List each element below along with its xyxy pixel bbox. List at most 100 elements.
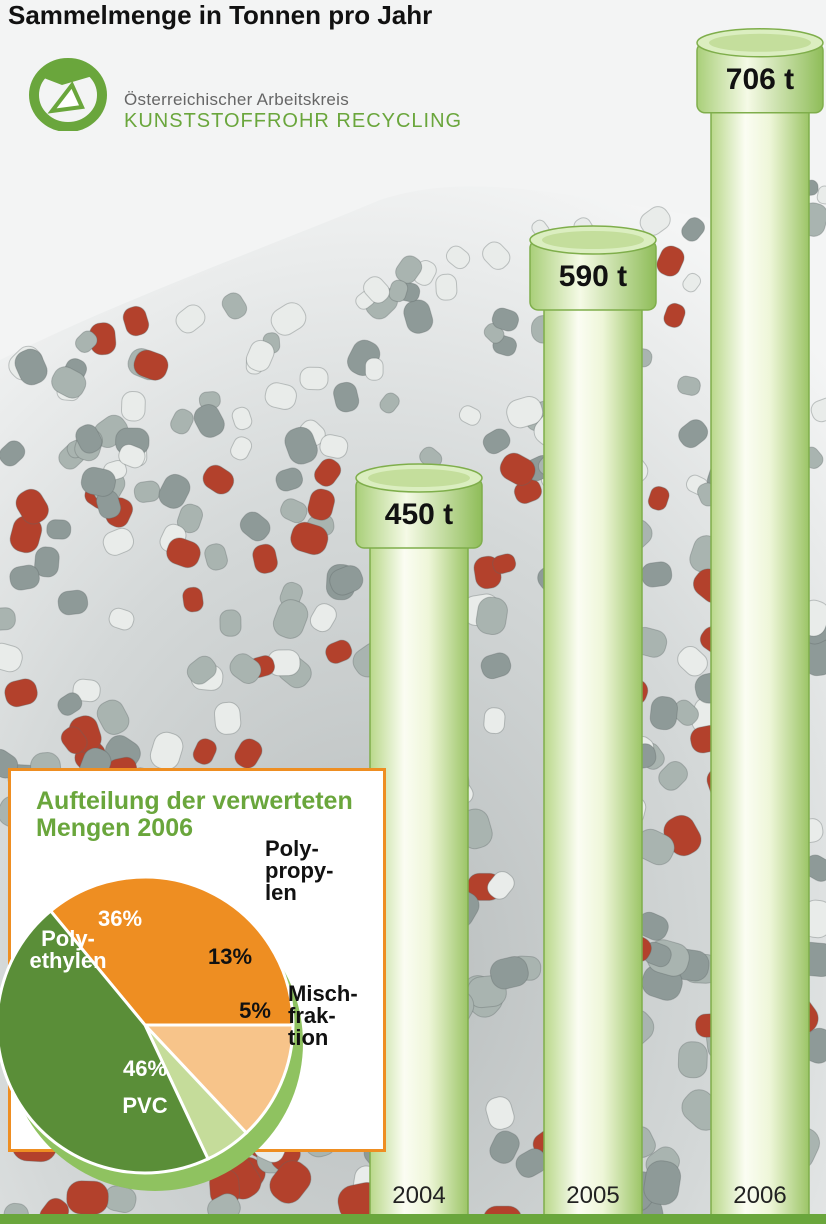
pellet [15,488,49,525]
pellet [325,639,353,664]
pellet [272,599,309,639]
pellet [649,696,679,731]
pie-slice-percent: 5% [239,998,271,1023]
pellet [299,366,329,391]
pellet [170,408,194,435]
pie-slice-label-line: propy- [265,858,334,883]
bar-2006 [710,52,810,1219]
pellet [245,339,275,372]
pellet [309,603,337,633]
pellet [122,305,150,337]
pie-slice-label: Poly-ethylen [28,928,108,972]
pellet [483,707,506,735]
pie-chart-title: Aufteilung der verwerteten Mengen 2006 [36,787,353,842]
pellet [229,653,262,684]
pellet [252,543,278,574]
pellet [647,485,670,511]
pellet [51,366,87,399]
pellet [363,276,390,304]
bar-category-label: 2005 [566,1182,620,1209]
pellet [269,1160,312,1204]
pellet [435,273,458,301]
pellet [682,272,702,293]
pellet [72,678,101,703]
pie-slice [0,908,211,1175]
logo-name: KUNSTSTOFFROHR RECYCLING [124,110,463,132]
pellet [681,217,706,242]
pellet [182,586,204,613]
pellet [388,279,409,303]
pellet [0,607,16,631]
bar-rim-inner [368,469,470,487]
bar-chart-tubes [355,28,824,1219]
pie-slice-label-line: Poly- [265,836,319,861]
page-title: Sammelmenge in Tonnen pro Jahr [8,0,433,30]
pellet [133,480,161,503]
bar-2005 [543,249,643,1219]
pellet [118,443,146,469]
pellet [482,428,511,455]
bar-value-label: 450 t [384,498,454,531]
pellet [489,1130,520,1164]
pellet [656,245,685,277]
pellet [499,452,536,486]
pellet [364,357,384,381]
pellet [329,565,364,596]
pellet [275,467,304,492]
pellet [491,307,520,332]
pellet [230,436,253,461]
pellet [677,1041,708,1079]
pellet [307,488,336,521]
pellet [0,642,23,673]
pellet [280,498,308,524]
bar-category-label: 2006 [733,1182,787,1209]
pellet [319,434,349,459]
pie-slice [141,1023,295,1136]
pellet [221,292,248,320]
pellet [75,330,98,353]
pellet [96,699,130,736]
pie-slice-label-line: tion [288,1025,329,1050]
pellet [270,302,307,336]
bar-2004 [369,487,469,1219]
pellet [57,692,83,716]
pellet [108,607,135,631]
pie-slice-label-line: ethylen [29,948,107,973]
bar-value-label: 590 t [558,260,628,293]
pellet [75,424,103,454]
pie-slice-label-line: len [265,880,297,905]
pellet [186,655,217,685]
pellet [485,1096,515,1130]
pellet [639,206,671,236]
pellet [231,406,253,431]
pellet [458,405,482,426]
pellet [290,521,329,556]
pellet [213,701,242,735]
pellet [678,419,709,449]
pie-slice [48,875,295,1027]
pie-slice-label-line: Poly- [41,926,95,951]
pellet [175,304,206,334]
pellet [239,511,271,542]
pie-slice-percent: 46% [122,1056,168,1081]
pellet [284,426,318,465]
pellet [57,589,89,616]
logo-subtitle: Österreichischer Arbeitskreis [124,90,350,109]
pellet [158,473,191,509]
pellet [133,349,169,381]
pellet [489,956,529,990]
pellet [264,382,297,410]
pellet [234,738,263,769]
pellet [379,392,400,414]
bottom-bar [0,1214,826,1224]
pellet [192,738,217,765]
pellet [486,871,515,900]
pellet [102,527,135,556]
pellet [314,458,342,487]
recycling-logo-icon [29,58,107,131]
pellet [492,553,517,575]
pellet [643,1160,682,1206]
pellet [663,302,686,328]
pie-slice-label-line: frak- [288,1003,336,1028]
